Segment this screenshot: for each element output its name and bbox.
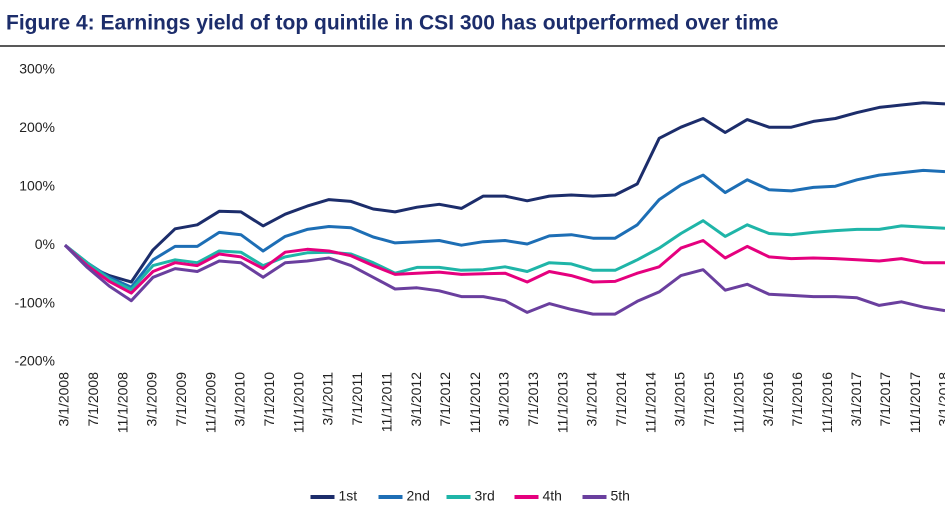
x-tick-label: 7/1/2011 [349, 372, 365, 426]
x-tick-label: 7/1/2012 [437, 372, 453, 427]
x-tick-label: 3/1/2014 [584, 372, 600, 427]
legend-label: 1st [339, 488, 358, 504]
x-tick-label: 3/1/2008 [56, 372, 72, 427]
x-tick-label: 7/1/2009 [173, 372, 189, 427]
x-tick-label: 3/1/2009 [144, 372, 160, 427]
y-tick-label: 0% [35, 236, 55, 252]
x-tick-label: 3/1/2017 [848, 372, 864, 427]
x-tick-label: 11/1/2013 [555, 372, 571, 433]
x-tick-label: 7/1/2017 [877, 372, 893, 427]
x-tick-label: 7/1/2010 [261, 372, 277, 427]
x-tick-label: 3/1/2010 [232, 372, 248, 427]
y-tick-label: -100% [15, 294, 55, 310]
legend-label: 2nd [407, 488, 430, 504]
x-tick-label: 11/1/2008 [115, 372, 131, 433]
y-tick-label: 200% [19, 119, 55, 135]
x-tick-label: 7/1/2015 [701, 372, 717, 427]
series-line [64, 168, 945, 289]
y-tick-label: 300% [19, 61, 55, 77]
x-tick-label: 11/1/2012 [467, 372, 483, 433]
y-tick-label: 100% [19, 178, 55, 194]
series-line [64, 219, 945, 292]
x-tick-label: 3/1/2011 [320, 372, 336, 426]
x-tick-label: 11/1/2017 [907, 372, 923, 433]
x-tick-label: 11/1/2010 [291, 372, 307, 433]
x-tick-label: 11/1/2015 [731, 372, 747, 433]
y-tick-label: -200% [15, 353, 55, 369]
x-tick-label: 7/1/2016 [789, 372, 805, 427]
x-tick-label: 3/1/2015 [672, 372, 688, 427]
x-tick-label: 11/1/2016 [819, 372, 835, 433]
legend-label: 4th [543, 488, 562, 504]
x-tick-label: 11/1/2011 [379, 372, 395, 432]
x-tick-label: 3/1/2012 [408, 372, 424, 427]
series-line [63, 244, 945, 316]
series-line [63, 101, 945, 284]
legend-label: 3rd [475, 488, 495, 504]
x-tick-label: 7/1/2014 [613, 372, 629, 427]
x-tick-label: 3/1/2016 [760, 372, 776, 427]
legend-label: 5th [611, 488, 630, 504]
x-tick-label: 7/1/2008 [85, 372, 101, 427]
x-tick-label: 3/1/2013 [496, 372, 512, 427]
x-tick-label: 3/1/2018 [936, 372, 945, 427]
x-tick-label: 11/1/2014 [643, 372, 659, 433]
chart-title: Figure 4: Earnings yield of top quintile… [6, 12, 778, 35]
x-tick-label: 11/1/2009 [203, 372, 219, 433]
series-line [63, 239, 945, 295]
x-tick-label: 7/1/2013 [525, 372, 541, 427]
